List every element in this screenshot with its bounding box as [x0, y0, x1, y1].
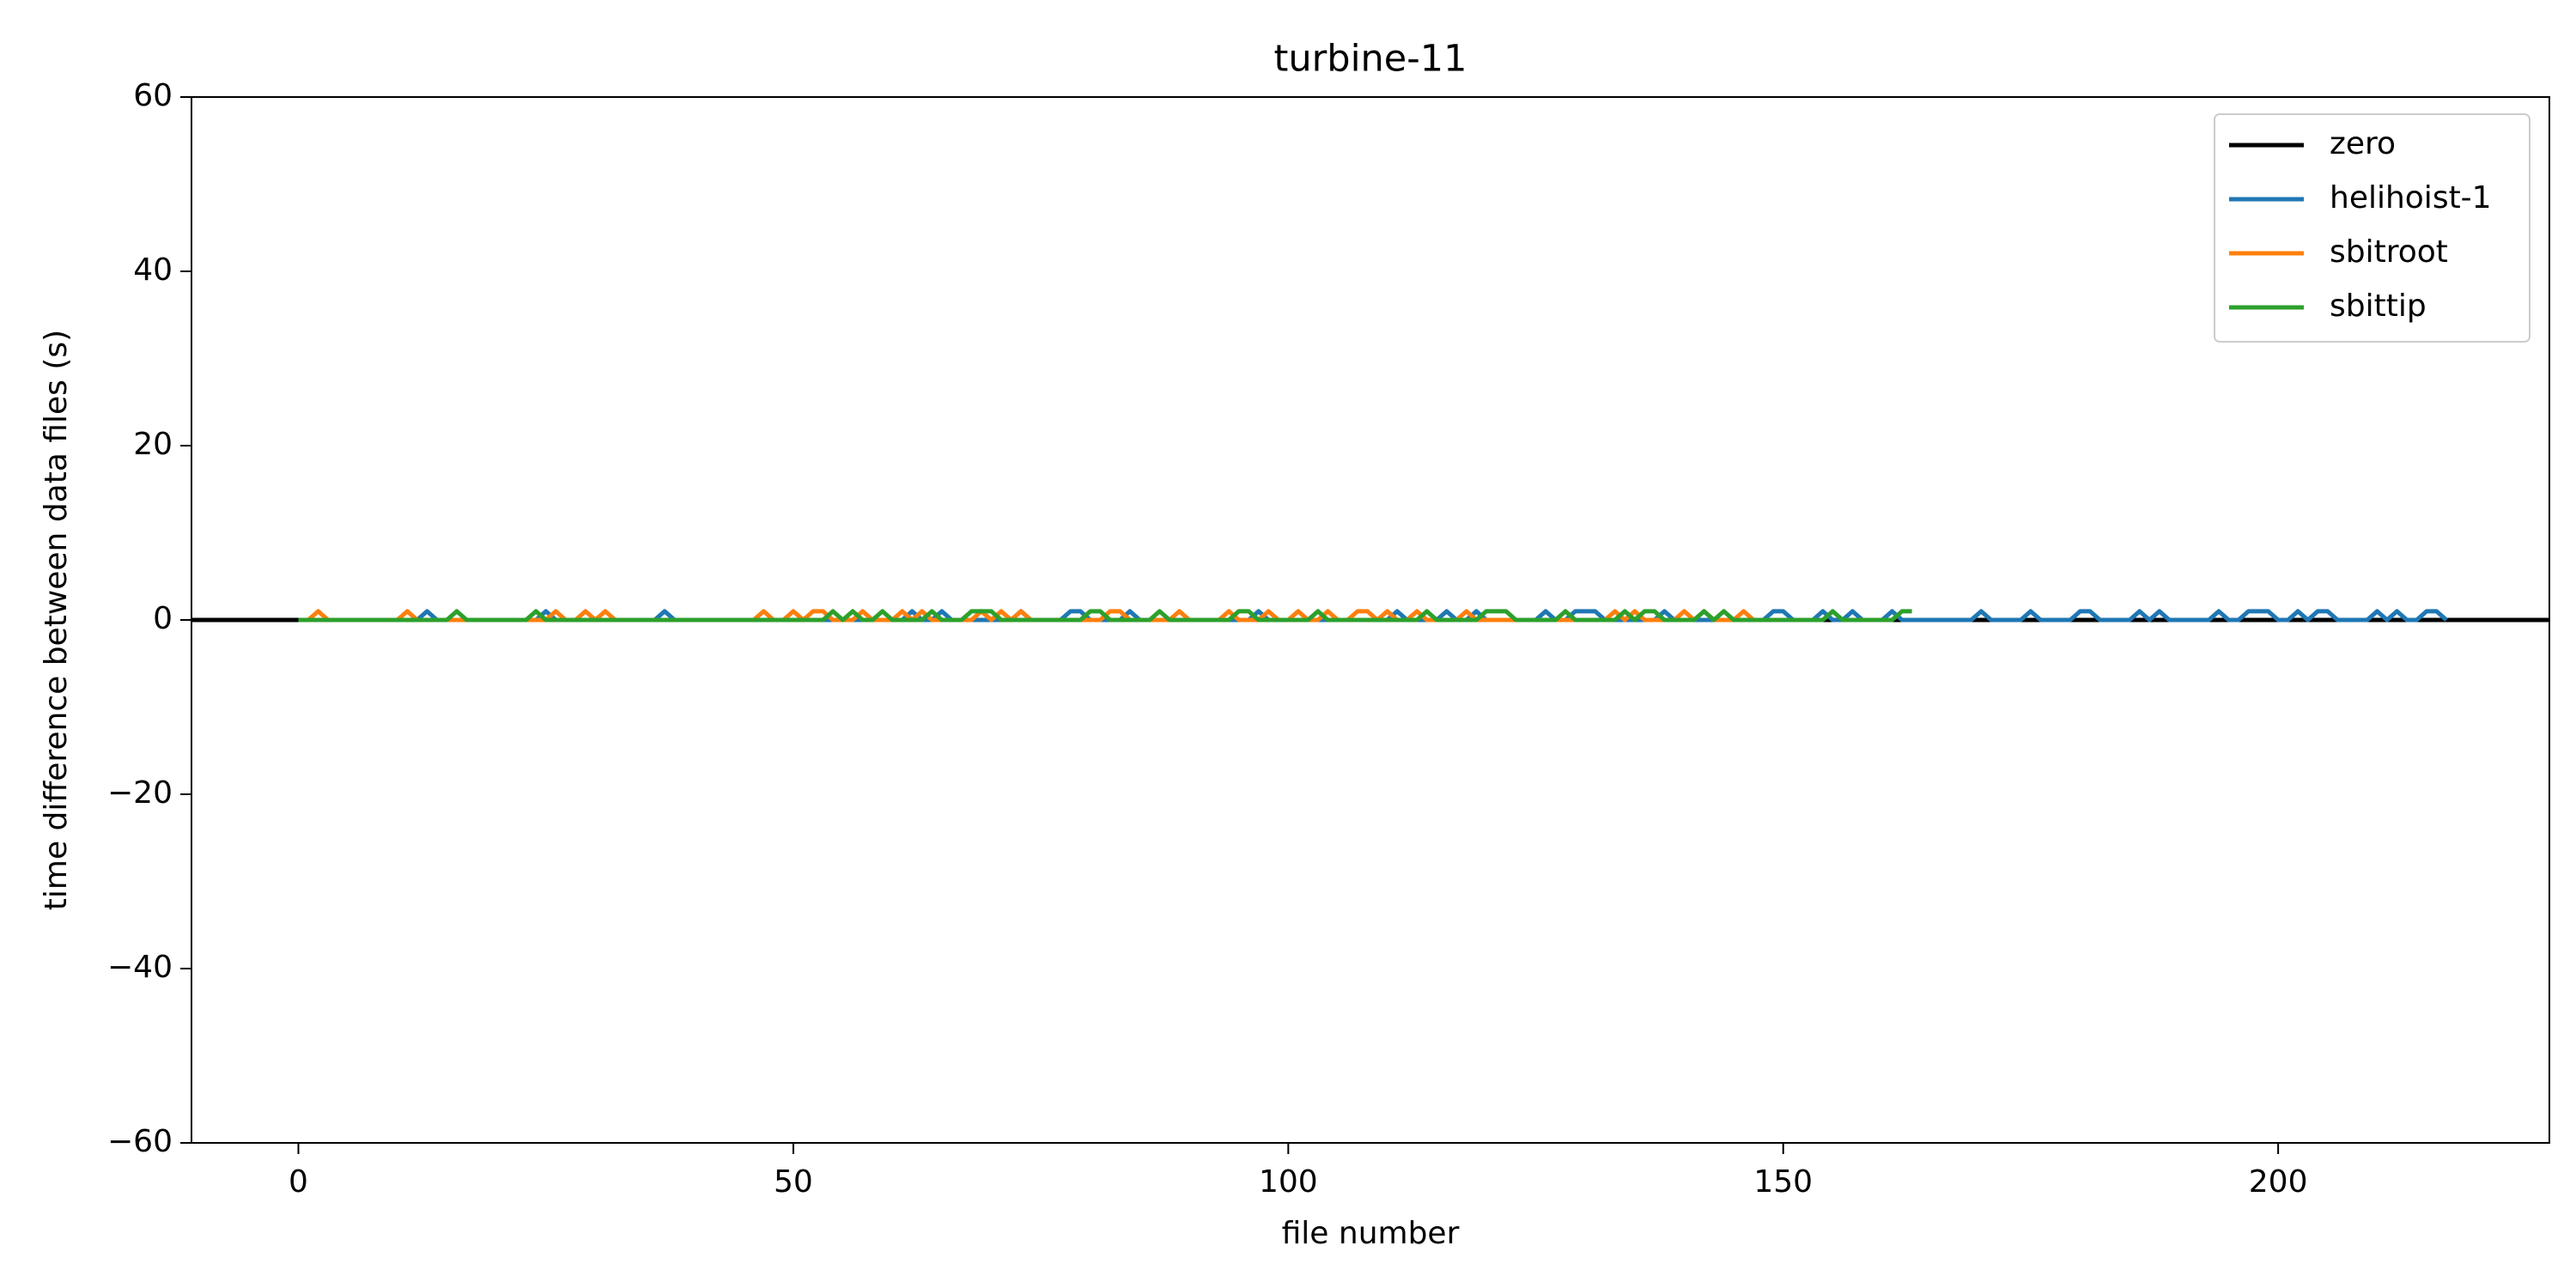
x-tick-label: 150 [1753, 1164, 1813, 1200]
x-tick-label: 100 [1259, 1164, 1318, 1200]
chart-title: turbine-11 [1274, 38, 1467, 81]
series-line [298, 609, 1755, 623]
y-tick-label: 40 [133, 252, 173, 288]
y-tick-label: −20 [107, 775, 173, 811]
y-tick-label: 20 [133, 427, 173, 462]
x-tick-label: 200 [2249, 1164, 2308, 1200]
x-axis-label: file number [1282, 1216, 1460, 1251]
legend-label: sbitroot [2330, 234, 2448, 270]
y-tick-label: −60 [107, 1124, 173, 1159]
legend-label: zero [2330, 126, 2396, 161]
legend-box [2214, 113, 2530, 343]
series-layer [191, 609, 2549, 623]
x-tick-label: 50 [774, 1164, 813, 1200]
axes-frame [191, 96, 2550, 1144]
y-tick-label: −40 [107, 950, 173, 985]
y-tick-label: 0 [153, 601, 173, 636]
y-axis-label: time difference between data files (s) [39, 330, 74, 910]
series-line [298, 609, 1912, 623]
x-tick-label: 0 [289, 1164, 308, 1200]
legend-label: helihoist-1 [2330, 180, 2492, 216]
y-tick-label: 60 [133, 78, 173, 113]
legend-label: sbittip [2330, 289, 2427, 324]
